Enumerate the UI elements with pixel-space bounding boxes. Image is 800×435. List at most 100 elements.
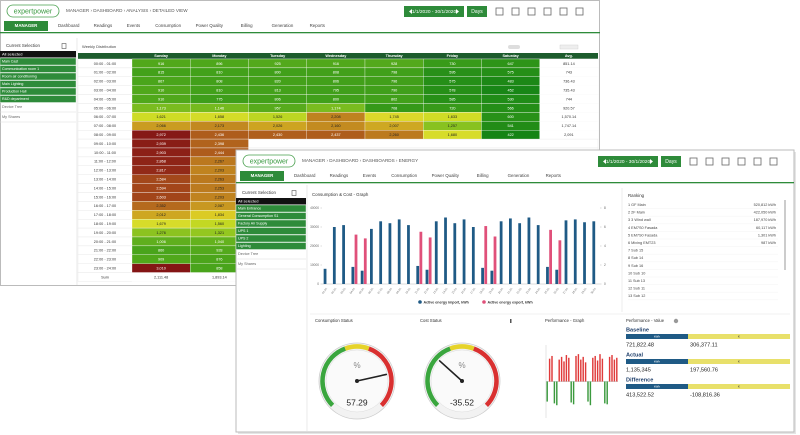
legend-label[interactable]: Active energy import, kWh <box>424 300 469 304</box>
sidebar-footer-item[interactable]: My Shares <box>2 115 20 119</box>
legend-label[interactable]: Active energy export, kWh <box>488 300 533 304</box>
nav-item[interactable]: Billing <box>241 23 253 28</box>
sidebar-footer-item[interactable]: Device Tree <box>2 105 22 109</box>
toolbar-icon[interactable] <box>721 157 730 166</box>
sidebar-item-label[interactable]: Production Hall <box>2 90 27 94</box>
nav-item[interactable]: Events <box>127 23 141 28</box>
sidebar-item-label[interactable]: UPS 1 <box>238 229 248 233</box>
logo[interactable]: expertpower <box>250 158 289 165</box>
toolbar-icon[interactable] <box>559 7 568 16</box>
date-range-box[interactable] <box>598 156 658 167</box>
row-time: 00:00 - 01:00 <box>94 62 116 66</box>
legend-swatch[interactable] <box>418 300 422 304</box>
x-tick-label: 21.01 <box>506 286 514 294</box>
legend-swatch[interactable] <box>482 300 486 304</box>
sidebar-item[interactable] <box>0 65 77 73</box>
toolbar-icon[interactable] <box>689 157 698 166</box>
cell-value: 708 <box>391 106 397 110</box>
table-control[interactable] <box>559 44 579 50</box>
sidebar-item-label[interactable]: R&D department <box>2 97 29 101</box>
bar <box>518 223 522 284</box>
table-control[interactable] <box>508 45 520 49</box>
nav-item[interactable]: Reports <box>546 173 562 178</box>
column-header: Wednesday <box>325 54 347 58</box>
ranking-title: Ranking <box>628 193 645 198</box>
sidebar-item-label[interactable]: UPS 2 <box>238 237 248 241</box>
sidebar-item-label[interactable]: Factory Air Supply <box>238 222 267 226</box>
bar <box>471 227 475 284</box>
sidebar-item-label[interactable]: Communication room 1 <box>2 67 39 71</box>
toolbar-icon[interactable] <box>769 157 778 166</box>
bar <box>323 268 327 284</box>
toolbar-icon[interactable] <box>543 7 552 16</box>
sidebar-item[interactable] <box>235 212 307 220</box>
bar <box>558 240 562 284</box>
sidebar-item-label[interactable]: Lighting <box>238 244 251 248</box>
sidebar-item[interactable] <box>235 204 307 213</box>
cell-value: 483 <box>507 80 513 84</box>
nav-item[interactable]: Billing <box>477 173 489 178</box>
selected-label[interactable]: All selected <box>2 51 22 56</box>
performance-bar <box>599 354 601 382</box>
nav-item[interactable]: Generation <box>272 23 294 28</box>
date-next[interactable] <box>456 9 459 14</box>
sidebar-item[interactable] <box>0 95 77 103</box>
row-time: 13:00 - 14:00 <box>94 177 116 181</box>
sidebar-item[interactable] <box>0 72 77 81</box>
nav-item[interactable]: Events <box>363 173 377 178</box>
date-range: 1/1/2020 - 30/1/2020 <box>606 159 651 165</box>
logo[interactable]: expertpower <box>14 8 53 15</box>
x-tick-label: 26.01 <box>552 286 560 294</box>
period-box[interactable] <box>467 6 487 17</box>
date-prev[interactable] <box>603 159 606 164</box>
nav-item[interactable]: Reports <box>310 23 326 28</box>
sidebar-item[interactable] <box>235 242 307 250</box>
toolbar-icon[interactable] <box>511 7 520 16</box>
toolbar-icon[interactable] <box>753 157 762 166</box>
cell-value: 452 <box>507 88 513 92</box>
nav-item[interactable]: Generation <box>508 173 530 178</box>
sidebar-item-label[interactable]: General Consumption S1 <box>238 214 278 218</box>
toolbar-icon[interactable] <box>527 7 536 16</box>
toolbar-icon[interactable] <box>737 157 746 166</box>
nav-item[interactable]: Consumption <box>391 173 417 178</box>
sidebar-footer-item[interactable]: Device Tree <box>238 252 258 256</box>
nav-item[interactable]: Readings <box>94 23 113 28</box>
nav-item[interactable]: MANAGER <box>15 23 39 28</box>
nav-item[interactable]: Power Quality <box>432 173 460 178</box>
sidebar-item[interactable] <box>235 227 307 235</box>
date-next[interactable] <box>650 159 653 164</box>
toolbar-icon[interactable] <box>575 7 584 16</box>
date-prev[interactable] <box>409 9 412 14</box>
sidebar-item[interactable] <box>0 57 77 66</box>
nav-item[interactable]: Consumption <box>155 23 181 28</box>
toolbar-icon[interactable] <box>495 7 504 16</box>
period-box[interactable] <box>661 156 681 167</box>
sidebar-item-label[interactable]: Main Cast <box>2 60 18 64</box>
sidebar-item[interactable] <box>0 80 77 88</box>
selected-label[interactable]: All selected <box>238 198 258 203</box>
sidebar-footer-item[interactable]: My Shares <box>238 262 256 266</box>
nav-item[interactable]: Dashboard <box>58 23 80 28</box>
toolbar-icon[interactable] <box>705 157 714 166</box>
nav-tab-active[interactable] <box>240 171 284 181</box>
row-time: 16:00 - 17:00 <box>94 204 116 208</box>
sidebar-item[interactable] <box>235 234 307 243</box>
performance-bar <box>611 355 613 382</box>
sidebar-item-label[interactable]: Main Entrance <box>238 207 261 211</box>
nav-item[interactable]: MANAGER <box>251 173 275 178</box>
row-time: 08:00 - 09:00 <box>94 133 116 137</box>
nav-item[interactable]: Power Quality <box>196 23 224 28</box>
date-range-box[interactable] <box>404 6 464 17</box>
nav-tab-active[interactable] <box>4 21 48 31</box>
bar <box>397 219 401 284</box>
bar <box>564 220 568 284</box>
nav-item[interactable]: Dashboard <box>294 173 316 178</box>
nav-item[interactable]: Readings <box>330 173 349 178</box>
cell-value: 2,817 <box>156 169 166 173</box>
sidebar-item[interactable] <box>0 87 77 96</box>
gauge-hub <box>460 379 464 383</box>
sidebar-item[interactable] <box>235 219 307 228</box>
sidebar-item-label[interactable]: Room air conditioning <box>2 75 37 79</box>
sidebar-item-label[interactable]: Main Lighting <box>2 82 23 86</box>
